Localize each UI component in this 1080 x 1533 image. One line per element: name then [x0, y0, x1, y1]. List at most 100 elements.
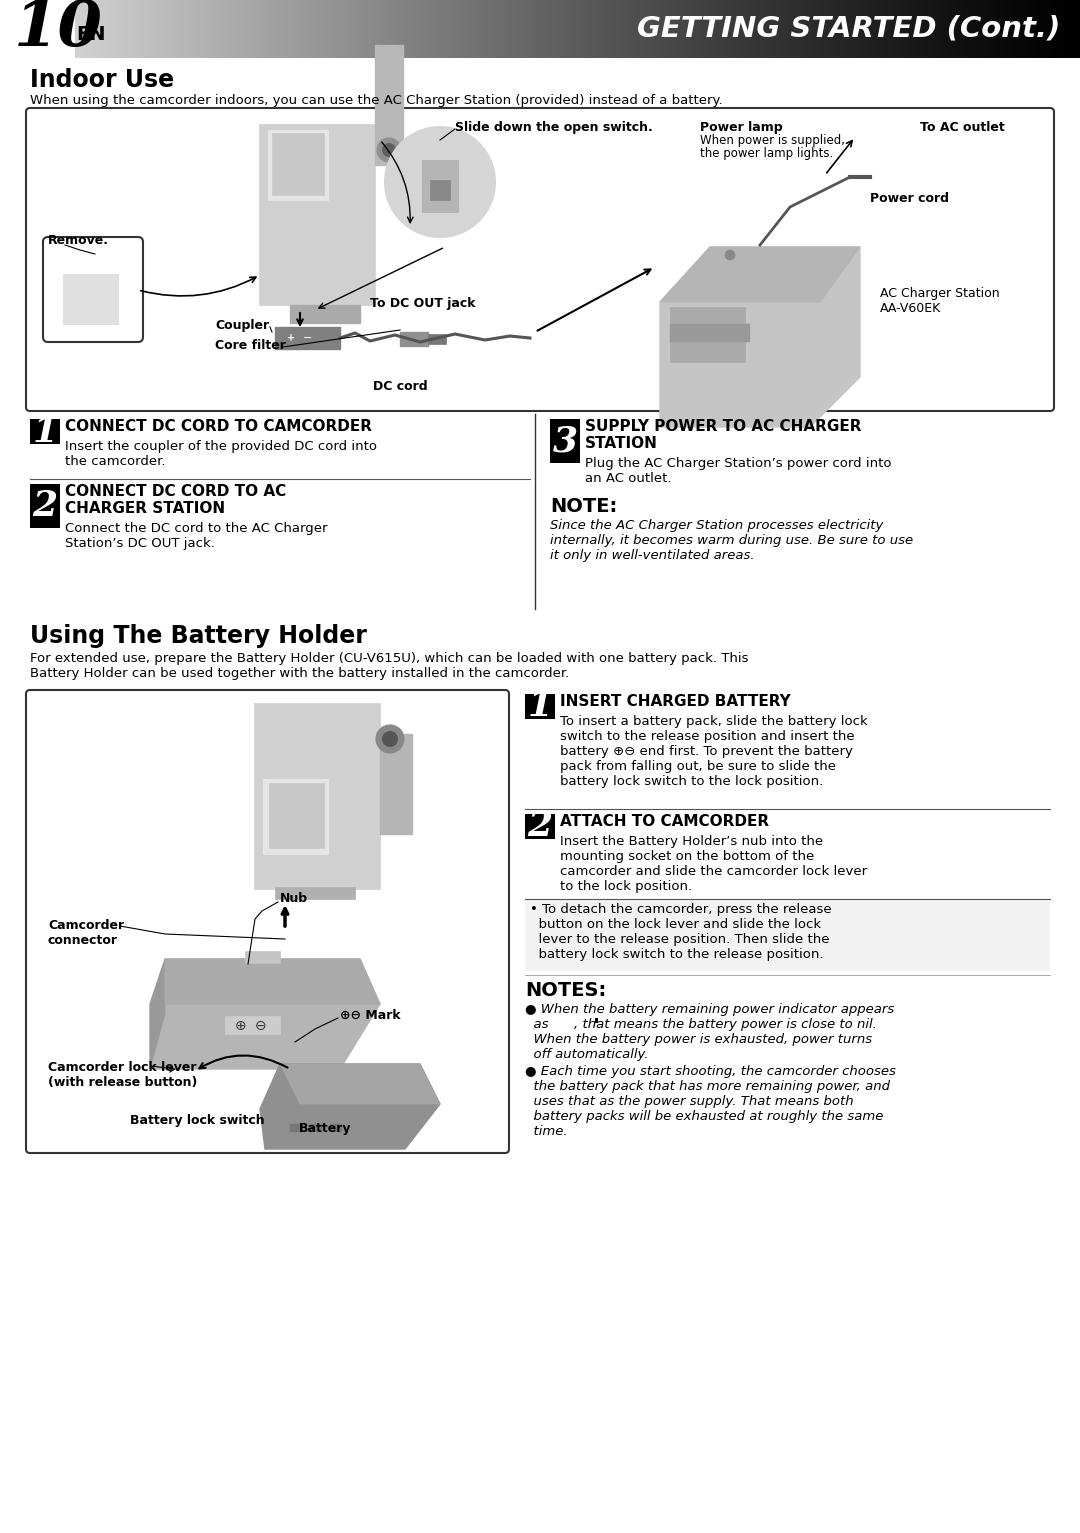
Bar: [380, 734, 411, 834]
Bar: [782, 0, 786, 58]
Bar: [842, 0, 846, 58]
Text: ATTACH TO CAMCORDER: ATTACH TO CAMCORDER: [561, 814, 769, 829]
Bar: [249, 0, 253, 58]
Bar: [102, 0, 106, 58]
Bar: [525, 898, 1050, 970]
Polygon shape: [660, 247, 860, 302]
Text: Using The Battery Holder: Using The Battery Holder: [30, 624, 367, 648]
Bar: [550, 419, 580, 463]
Bar: [564, 0, 568, 58]
Bar: [410, 0, 414, 58]
Bar: [387, 0, 390, 58]
Bar: [306, 0, 310, 58]
Bar: [436, 0, 441, 58]
Text: Power lamp: Power lamp: [700, 121, 783, 133]
Bar: [347, 0, 350, 58]
Polygon shape: [150, 960, 380, 1069]
Circle shape: [384, 127, 495, 238]
Bar: [343, 0, 347, 58]
Text: −: −: [303, 333, 312, 343]
Bar: [591, 0, 595, 58]
Bar: [89, 0, 92, 58]
Bar: [168, 0, 173, 58]
Bar: [149, 0, 152, 58]
Bar: [554, 0, 558, 58]
Text: CONNECT DC CORD TO AC
CHARGER STATION: CONNECT DC CORD TO AC CHARGER STATION: [65, 484, 286, 517]
Bar: [430, 179, 450, 199]
Bar: [360, 0, 364, 58]
Bar: [375, 44, 403, 166]
Bar: [135, 0, 139, 58]
Bar: [95, 0, 99, 58]
Bar: [1070, 0, 1074, 58]
Bar: [943, 0, 946, 58]
Bar: [403, 0, 407, 58]
Text: Nub: Nub: [280, 892, 308, 904]
Bar: [627, 0, 632, 58]
Bar: [678, 0, 681, 58]
Bar: [524, 0, 528, 58]
Text: Camcorder
connector: Camcorder connector: [48, 918, 124, 947]
Bar: [122, 0, 125, 58]
Bar: [433, 0, 437, 58]
Bar: [30, 419, 60, 445]
Bar: [1047, 0, 1051, 58]
Bar: [1000, 0, 1003, 58]
Text: Coupler: Coupler: [215, 319, 269, 333]
Bar: [183, 0, 186, 58]
Bar: [561, 0, 565, 58]
Bar: [299, 0, 303, 58]
Circle shape: [725, 250, 735, 261]
Bar: [949, 0, 954, 58]
Bar: [420, 0, 423, 58]
Bar: [210, 0, 213, 58]
Bar: [698, 0, 702, 58]
Bar: [186, 0, 189, 58]
Bar: [30, 484, 60, 527]
Text: Power cord: Power cord: [870, 192, 949, 205]
Bar: [795, 0, 799, 58]
Bar: [477, 0, 481, 58]
Bar: [600, 0, 605, 58]
Bar: [929, 0, 933, 58]
Bar: [423, 0, 428, 58]
Bar: [243, 0, 246, 58]
Bar: [825, 0, 829, 58]
Bar: [1034, 0, 1037, 58]
Bar: [615, 0, 618, 58]
Bar: [189, 0, 192, 58]
Bar: [119, 0, 122, 58]
Bar: [631, 0, 635, 58]
Text: 3: 3: [553, 425, 578, 458]
Bar: [487, 0, 491, 58]
Bar: [919, 0, 923, 58]
Bar: [1053, 0, 1057, 58]
Bar: [266, 0, 270, 58]
Bar: [670, 307, 745, 362]
Bar: [681, 0, 685, 58]
Bar: [775, 0, 779, 58]
Bar: [752, 0, 756, 58]
Bar: [500, 0, 504, 58]
Bar: [276, 0, 280, 58]
Bar: [862, 0, 866, 58]
Bar: [481, 0, 484, 58]
Bar: [316, 0, 320, 58]
Bar: [417, 0, 420, 58]
Bar: [269, 783, 324, 848]
Bar: [788, 0, 793, 58]
Text: Battery: Battery: [299, 1122, 351, 1134]
Bar: [779, 0, 782, 58]
Bar: [141, 0, 146, 58]
Text: ● Each time you start shooting, the camcorder chooses
  the battery pack that ha: ● Each time you start shooting, the camc…: [525, 1065, 896, 1137]
Text: +: +: [287, 333, 295, 343]
Circle shape: [377, 138, 401, 162]
Bar: [427, 0, 431, 58]
Text: Insert the Battery Holder’s nub into the
mounting socket on the bottom of the
ca: Insert the Battery Holder’s nub into the…: [561, 835, 867, 894]
Bar: [517, 0, 521, 58]
Bar: [571, 0, 575, 58]
Bar: [758, 0, 762, 58]
Bar: [195, 0, 200, 58]
Bar: [882, 0, 887, 58]
Bar: [229, 0, 233, 58]
